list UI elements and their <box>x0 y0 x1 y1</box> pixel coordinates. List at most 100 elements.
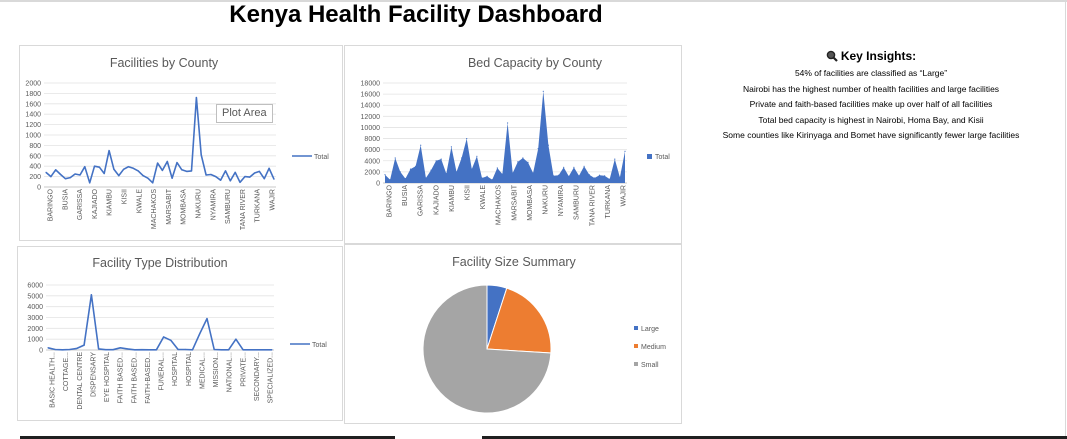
x-tick-label: MISSION... <box>213 352 220 387</box>
y-tick-label: 200 <box>29 174 41 181</box>
data-point <box>394 157 396 159</box>
facility-type-distribution-chart[interactable]: Facility Type Distribution 0 1000 2000 3000 4… <box>17 246 343 421</box>
data-point <box>471 168 473 170</box>
x-tick-label: NYAMIRA <box>558 185 565 217</box>
series-line <box>45 96 275 184</box>
y-tick-label: 1400 <box>25 112 41 119</box>
data-point <box>147 177 149 179</box>
data-point <box>268 167 270 169</box>
sheet-bottom-line-left <box>20 436 395 439</box>
data-point <box>74 173 76 175</box>
data-point <box>271 349 273 351</box>
data-point <box>161 169 163 171</box>
insight-line: Total bed capacity is highest in Nairobi… <box>758 114 984 125</box>
bed-capacity-by-county-chart[interactable]: Bed Capacity by County 0 2000 4000 6000 8000 1… <box>344 45 682 244</box>
chart-title: Facility Type Distribution <box>92 256 227 270</box>
data-point <box>148 349 150 351</box>
data-point <box>112 349 114 351</box>
data-point <box>170 339 172 341</box>
x-tick-label: MACHAKOS <box>496 185 503 225</box>
data-point <box>64 178 66 180</box>
chart-title: Facilities by County <box>110 56 219 70</box>
pie-slice-small <box>422 284 552 414</box>
facilities-by-county-chart[interactable]: Facilities by County 0 200 400 600 800 1000 120… <box>19 45 343 241</box>
facility-size-summary-chart[interactable]: Facility Size Summary Large Medium Small <box>344 244 682 424</box>
y-tick-label: 16000 <box>361 92 381 99</box>
data-point <box>199 333 201 335</box>
y-tick-label: 6000 <box>27 283 43 290</box>
legend-label: Total <box>655 154 670 161</box>
x-tick-label: TURKANA <box>605 185 612 219</box>
x-tick-label: HOSPITAL <box>172 352 179 386</box>
y-tick-label: 4000 <box>364 158 380 165</box>
legend-label: Small <box>641 362 659 369</box>
data-point <box>384 174 386 176</box>
data-point <box>177 348 179 351</box>
y-tick-label: 18000 <box>361 81 381 88</box>
data-point <box>137 170 139 172</box>
data-point <box>166 160 168 163</box>
data-point <box>127 166 130 168</box>
x-tick-label: BASIC HEALTH... <box>50 352 57 408</box>
y-tick-label: 3000 <box>27 315 43 322</box>
x-tick-label: FAITH BASED... <box>131 352 138 403</box>
data-point <box>399 171 401 173</box>
data-point <box>55 169 57 171</box>
x-tick-label: DISPENSARY <box>90 352 97 397</box>
x-tick-label: TANA RIVER <box>240 189 247 230</box>
data-point <box>205 174 207 176</box>
data-point <box>532 172 534 174</box>
data-point <box>89 182 91 184</box>
data-point <box>184 348 186 351</box>
data-point <box>98 348 100 350</box>
data-point <box>103 172 105 175</box>
data-point <box>552 175 555 177</box>
data-point <box>60 173 62 176</box>
y-tick-label: 2000 <box>364 169 380 176</box>
data-point <box>215 176 217 178</box>
x-tick-label: NYAMIRA <box>210 189 217 221</box>
data-point <box>568 175 570 177</box>
x-tick-label: BARINGO <box>48 188 55 221</box>
data-point <box>496 167 498 169</box>
x-tick-label: SAMBURU <box>574 185 581 220</box>
data-point <box>486 175 488 177</box>
data-point <box>171 177 173 179</box>
x-tick-label: EYE HOSPITAL <box>104 352 111 402</box>
data-point <box>123 168 125 170</box>
y-tick-label: 2000 <box>27 326 43 333</box>
plot-area-tooltip: Plot Area <box>216 104 273 123</box>
data-point <box>228 349 230 351</box>
insight-line: Nairobi has the highest number of health… <box>742 83 1000 94</box>
legend-label: Total <box>314 154 329 161</box>
y-tick-label: 1600 <box>25 101 41 108</box>
y-tick-label: 1800 <box>25 91 41 98</box>
x-tick-label: KAJIADO <box>92 188 99 219</box>
data-point <box>79 174 81 176</box>
x-tick-label: MACHAKOS <box>151 189 158 229</box>
x-tick-label: BUSIA <box>402 185 409 206</box>
data-point <box>491 179 493 181</box>
data-point <box>190 170 193 172</box>
data-point <box>583 165 585 167</box>
data-point <box>220 179 222 181</box>
data-point <box>141 349 143 351</box>
insight-line: Some counties like Kirinyaga and Bomet h… <box>722 130 1020 140</box>
x-tick-label: FAITH BASED... <box>118 352 125 403</box>
x-tick-label: SECONDARY... <box>254 352 261 401</box>
y-tick-label: 8000 <box>364 136 380 143</box>
chart-title: Facility Size Summary <box>452 255 576 269</box>
x-tick-label: KWALE <box>480 185 487 210</box>
data-point <box>430 169 432 171</box>
data-point <box>118 175 120 177</box>
data-point <box>119 347 121 349</box>
data-point <box>113 168 115 170</box>
data-point <box>455 171 458 173</box>
x-tick-label: KISII <box>122 189 129 204</box>
y-tick-label: 1000 <box>25 133 41 140</box>
y-tick-label: 0 <box>37 185 41 192</box>
data-point <box>619 176 621 178</box>
y-tick-label: 800 <box>29 143 41 150</box>
data-point <box>254 172 256 174</box>
x-tick-label: SAMBURU <box>225 189 232 224</box>
